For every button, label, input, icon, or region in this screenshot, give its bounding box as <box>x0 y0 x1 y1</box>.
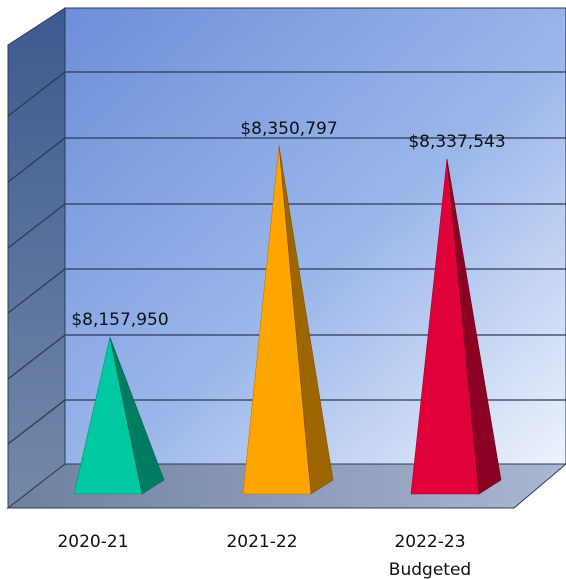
gridline-side <box>7 71 66 117</box>
gridline-side <box>7 203 66 249</box>
x-tick-label: 2020-21 <box>57 532 128 552</box>
gridlines <box>7 71 566 445</box>
cone-2020-21 <box>73 337 165 495</box>
x-tick-label: 2022-23 <box>394 532 465 552</box>
gridline-side <box>7 137 66 183</box>
cone-2021-22 <box>242 145 334 495</box>
x-tick-label: Budgeted <box>389 560 471 579</box>
data-label: $8,337,543 <box>408 132 505 152</box>
gridline-side <box>7 334 66 380</box>
left-wall <box>7 7 66 510</box>
cones <box>73 145 502 495</box>
category-labels: 2020-21 2021-22 2022-23 Budgeted <box>57 532 471 579</box>
x-tick-label: 2021-22 <box>226 532 297 552</box>
gridline-side <box>7 268 66 314</box>
data-label: $8,157,950 <box>71 310 168 330</box>
data-label: $8,350,797 <box>240 119 337 139</box>
cone-2022-23 <box>410 158 502 495</box>
gridline-side <box>7 399 66 445</box>
value-labels: $8,157,950 $8,350,797 $8,337,543 <box>71 119 505 330</box>
